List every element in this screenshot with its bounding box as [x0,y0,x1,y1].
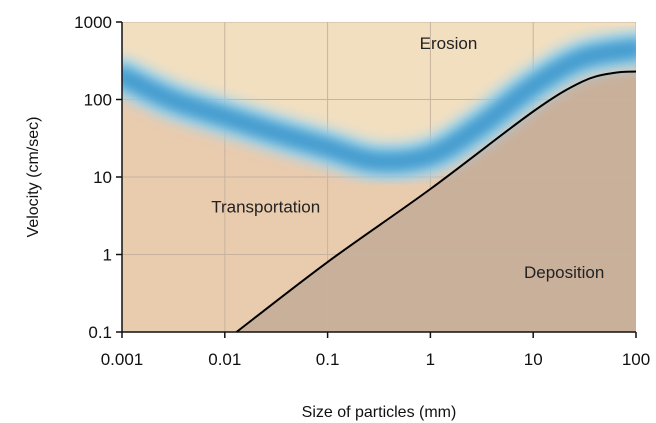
region-label-transportation: Transportation [211,197,320,216]
deposition-region [236,71,636,332]
x-axis-title: Size of particles (mm) [302,404,457,421]
x-tick-label: 0.1 [316,350,340,369]
y-ticks: 0.1 1 10 100 1000 [74,13,122,342]
region-label-erosion: Erosion [420,34,478,53]
region-label-deposition: Deposition [524,263,604,282]
x-tick-label: 0.01 [208,350,241,369]
x-tick-label: 1 [426,350,435,369]
y-axis-title: Velocity (cm/sec) [25,117,42,238]
x-tick-label: 0.001 [101,350,144,369]
plot-area [122,22,636,332]
x-tick-label: 10 [524,350,543,369]
y-tick-label: 1000 [74,13,112,32]
region-labels: Erosion Transportation Deposition [211,34,604,282]
erosion-curve [122,28,636,182]
y-tick-label: 1 [103,246,112,265]
axes: 0.001 0.01 0.1 1 10 100 0.1 1 10 100 1000 [74,13,650,369]
y-tick-label: 100 [84,91,112,110]
x-ticks: 0.001 0.01 0.1 1 10 100 [101,332,650,369]
deposition-curve [235,70,636,332]
y-tick-label: 10 [93,168,112,187]
y-tick-label: 0.1 [88,323,112,342]
x-tick-label: 100 [622,350,650,369]
